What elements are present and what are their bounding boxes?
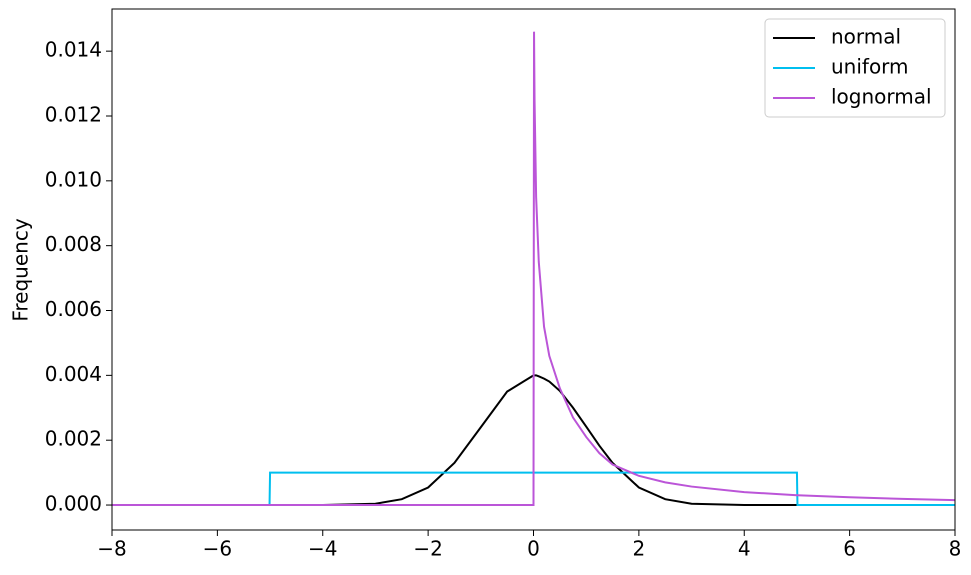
- x-tick-label: −4: [308, 537, 337, 561]
- legend-label: lognormal: [831, 85, 932, 109]
- legend-label: normal: [831, 25, 901, 49]
- x-tick-label: −8: [97, 537, 126, 561]
- x-tick-label: 2: [633, 537, 646, 561]
- x-tick-label: 6: [843, 537, 856, 561]
- line-series: [112, 31, 956, 507]
- plot-frame: [111, 8, 956, 531]
- y-tick-label: 0.000: [45, 492, 102, 516]
- x-tick-label: −2: [413, 537, 442, 561]
- x-tick-label: 8: [949, 537, 962, 561]
- y-tick-label: 0.014: [45, 38, 102, 62]
- x-tick-label: 4: [738, 537, 751, 561]
- y-axis-label: Frequency: [9, 218, 33, 321]
- y-tick-label: 0.008: [45, 232, 102, 256]
- y-tick-label: 0.006: [45, 297, 102, 321]
- legend-label: uniform: [831, 55, 909, 79]
- line-series: [112, 374, 955, 507]
- x-tick-label: −6: [203, 537, 232, 561]
- legend-box: [764, 18, 946, 118]
- y-tick-label: 0.010: [45, 167, 102, 191]
- x-tick-label: 0: [527, 537, 540, 561]
- y-tick-label: 0.002: [45, 427, 102, 451]
- line-series: [112, 471, 955, 507]
- y-tick-label: 0.012: [45, 102, 102, 126]
- y-tick-label: 0.004: [45, 362, 102, 386]
